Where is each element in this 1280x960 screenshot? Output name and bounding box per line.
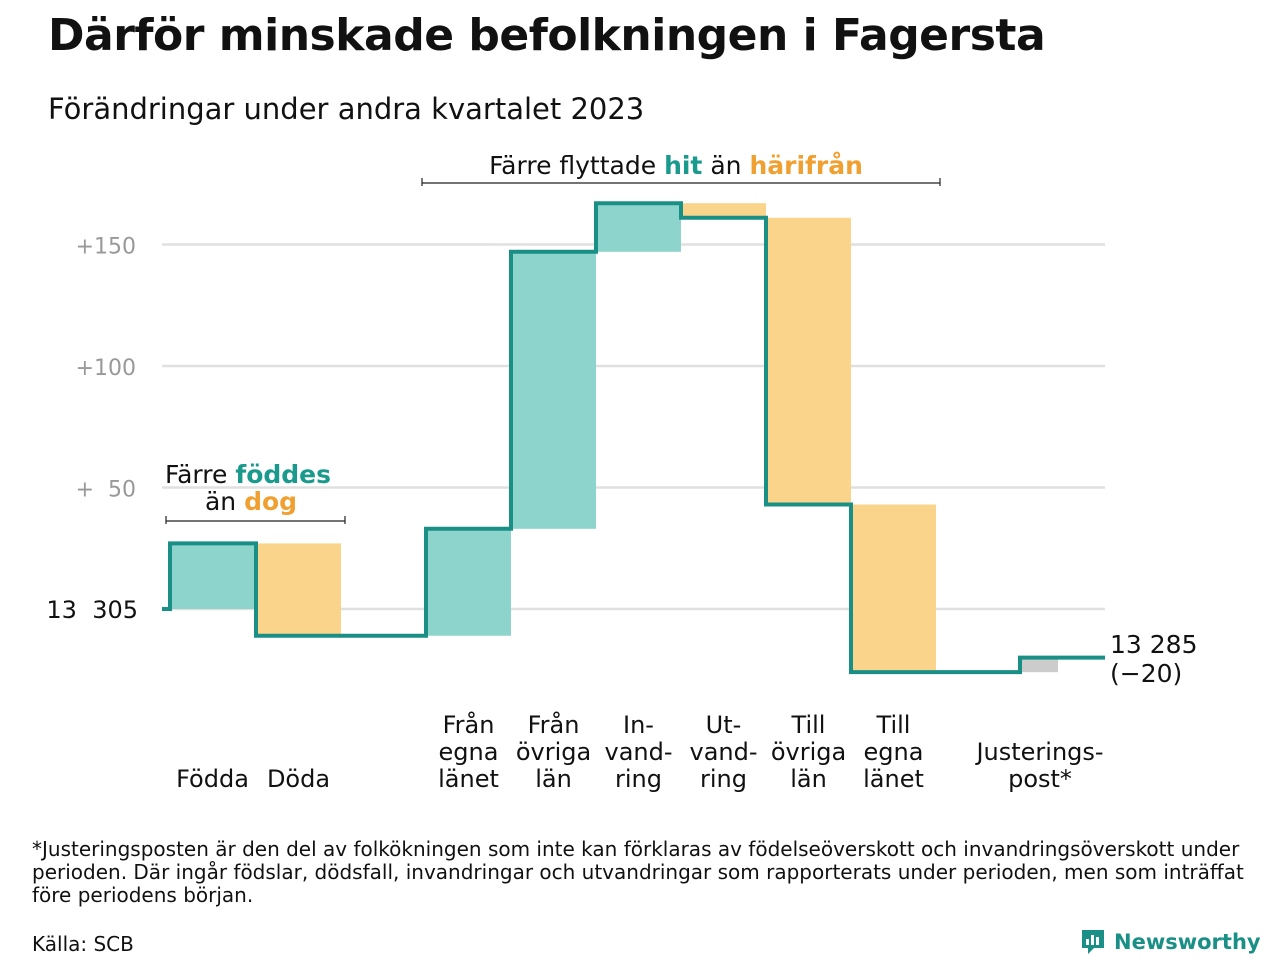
end-value-label: 13 285 (−20): [1110, 630, 1197, 688]
bar-till-egna-länet: [851, 504, 936, 673]
x-axis-labels: Födda Döda Från egna länet Från övriga länIn-va…: [176, 710, 1103, 793]
cumulative-step-line: [162, 201, 1105, 675]
newsworthy-logo: Newsworthy: [1080, 928, 1261, 956]
y-tick-label: + 50: [76, 478, 136, 503]
bar-från-övriga-län: [511, 251, 596, 529]
x-tick-label: Födda: [176, 765, 249, 793]
bar-döda: [256, 543, 341, 636]
moves-annotation: Färre flyttade hit än härifrån: [421, 151, 941, 186]
births-annotation-line2: än dog: [205, 487, 297, 516]
y-tick-label: +100: [76, 356, 136, 381]
x-tick-label: Döda: [267, 765, 330, 793]
bar-utvandring: [681, 203, 766, 218]
y-tick-label: +150: [76, 235, 136, 260]
newsworthy-logo-icon: [1082, 930, 1104, 954]
bars: [170, 203, 1058, 673]
y-axis-ticks: +150 +100 + 50 13 305: [46, 235, 138, 625]
moves-bracket: [421, 178, 941, 186]
x-tick-label: Från övriga län: [516, 710, 591, 793]
logo-text: Newsworthy: [1114, 930, 1261, 954]
x-tick-label: Till egna länet: [863, 711, 924, 793]
chart-title: Därför minskade befolkningen i Fagersta: [48, 10, 1046, 61]
bar-invandring: [596, 203, 681, 252]
births-annotation-line1: Färre föddes: [165, 460, 331, 489]
bar-födda: [170, 543, 255, 609]
bar-från-egna-länet: [426, 528, 511, 636]
waterfall-chart: +150 +100 + 50 13 305 Födda Döda Från egna läne…: [46, 151, 1197, 793]
x-tick-label: Ut-vand-ring: [689, 711, 757, 793]
footnote: *Justeringsposten är den del av folkökni…: [32, 837, 1244, 907]
moves-annotation-text: Färre flyttade hit än härifrån: [489, 151, 863, 180]
x-tick-label: Justerings-post*: [974, 738, 1103, 793]
end-value: 13 285: [1110, 630, 1197, 659]
chart-subtitle: Förändringar under andra kvartalet 2023: [48, 92, 645, 126]
births-bracket: [165, 516, 346, 524]
x-tick-label: In-vand-ring: [604, 711, 672, 793]
end-change: (−20): [1110, 659, 1182, 688]
source-label: Källa: SCB: [32, 932, 134, 956]
bar-till-övriga-län: [766, 217, 851, 505]
births-annotation: Färre föddes än dog: [165, 460, 346, 524]
y-tick-label: 13 305: [46, 596, 138, 624]
bar-justeringspost-: [1020, 657, 1058, 673]
x-tick-label: Till övriga län: [771, 711, 846, 793]
x-tick-label: Från egna länet: [438, 710, 499, 793]
